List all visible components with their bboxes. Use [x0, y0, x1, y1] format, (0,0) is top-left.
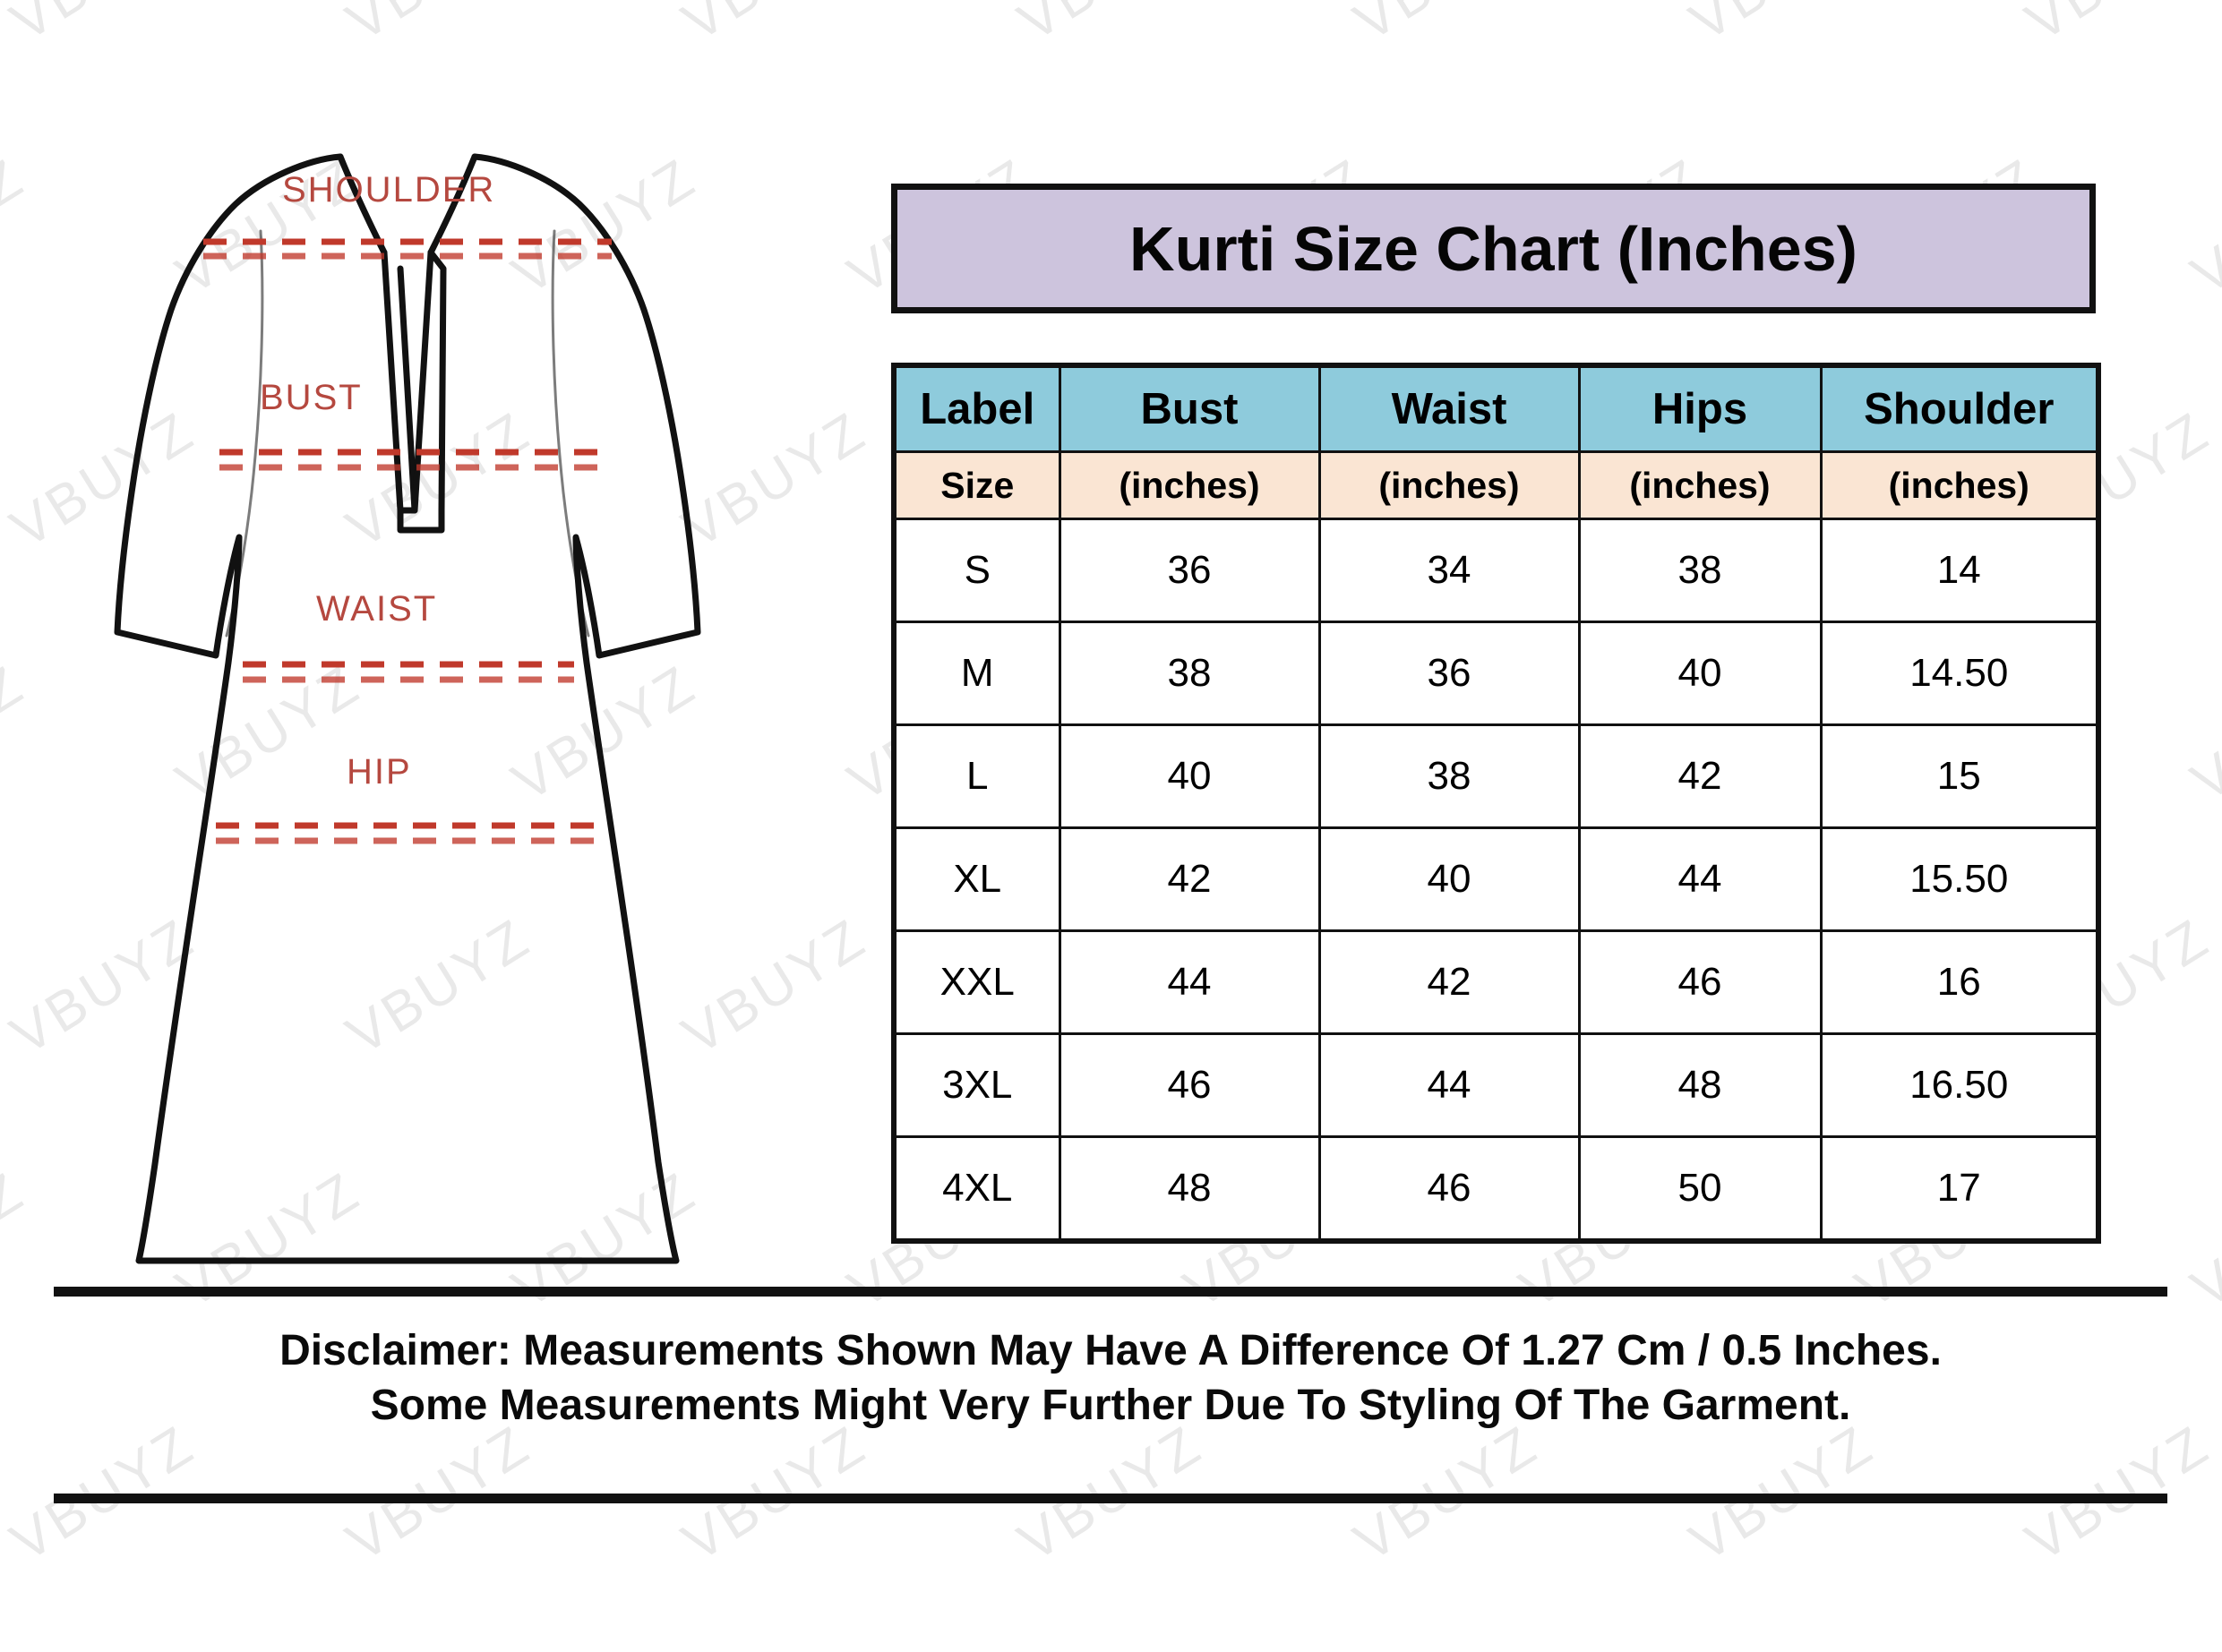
size-chart-table: Label Bust Waist Hips Shoulder Size (inc… [891, 363, 2101, 1244]
cell-label: M [892, 621, 1061, 726]
cell-shoulder: 16 [1819, 929, 2100, 1035]
column-header-waist: Waist [1317, 364, 1581, 453]
cell-hips: 50 [1577, 1135, 1823, 1243]
cell-waist: 46 [1317, 1135, 1581, 1243]
disclaimer-block: Disclaimer: Measurements Shown May Have … [54, 1323, 2167, 1434]
disclaimer-line-1: Disclaimer: Measurements Shown May Have … [279, 1327, 1942, 1374]
cell-shoulder: 16.50 [1819, 1032, 2100, 1138]
chart-title-box: Kurti Size Chart (Inches) [891, 184, 2096, 313]
cell-bust: 48 [1058, 1135, 1321, 1243]
kurti-illustration: SHOULDER BUST WAIST HIP [85, 134, 730, 1289]
cell-hips: 48 [1577, 1032, 1823, 1138]
cell-shoulder: 17 [1819, 1135, 2100, 1243]
cell-bust: 42 [1058, 826, 1321, 932]
cell-label: XL [892, 826, 1061, 932]
table-body: S 36 34 38 14 M 38 36 40 14.50 L 40 38 42 15 XL 42 40 44 15… [892, 518, 2100, 1243]
chart-title-text: Kurti Size Chart (Inches) [1129, 213, 1857, 284]
subheader-bust-units: (inches) [1058, 450, 1321, 520]
cell-waist: 40 [1317, 826, 1581, 932]
cell-waist: 38 [1317, 723, 1581, 829]
table-row: L 40 38 42 15 [892, 723, 2100, 829]
cell-waist: 34 [1317, 518, 1581, 623]
measurement-dashed-lines [203, 238, 612, 844]
subheader-shoulder-units: (inches) [1819, 450, 2100, 520]
subheader-waist-units: (inches) [1317, 450, 1581, 520]
cell-label: L [892, 723, 1061, 829]
hip-measurement-label: HIP [347, 752, 412, 792]
table-row: M 38 36 40 14.50 [892, 621, 2100, 726]
cell-label: XXL [892, 929, 1061, 1035]
divider-rule-top [54, 1287, 2167, 1297]
cell-bust: 46 [1058, 1032, 1321, 1138]
bust-measurement-label: BUST [260, 378, 363, 417]
column-header-hips: Hips [1577, 364, 1823, 453]
table-row: XXL 44 42 46 16 [892, 929, 2100, 1035]
cell-bust: 36 [1058, 518, 1321, 623]
table-row: 3XL 46 44 48 16.50 [892, 1032, 2100, 1138]
cell-bust: 40 [1058, 723, 1321, 829]
cell-shoulder: 14.50 [1819, 621, 2100, 726]
table-row: XL 42 40 44 15.50 [892, 826, 2100, 932]
divider-rule-bottom [54, 1494, 2167, 1503]
column-header-label: Label [892, 364, 1061, 453]
cell-label: S [892, 518, 1061, 623]
cell-waist: 36 [1317, 621, 1581, 726]
cell-shoulder: 15.50 [1819, 826, 2100, 932]
kurti-outline-svg [114, 153, 701, 1264]
shoulder-measurement-label: SHOULDER [282, 170, 496, 210]
disclaimer-line-2: Some Measurements Might Very Further Due… [370, 1382, 1851, 1430]
cell-waist: 42 [1317, 929, 1581, 1035]
cell-label: 4XL [892, 1135, 1061, 1243]
cell-bust: 38 [1058, 621, 1321, 726]
cell-label: 3XL [892, 1032, 1061, 1138]
subheader-size: Size [892, 450, 1061, 520]
cell-hips: 38 [1577, 518, 1823, 623]
waist-measurement-label: WAIST [316, 589, 438, 629]
cell-hips: 42 [1577, 723, 1823, 829]
table-row: 4XL 48 46 50 17 [892, 1135, 2100, 1243]
cell-waist: 44 [1317, 1032, 1581, 1138]
cell-bust: 44 [1058, 929, 1321, 1035]
table-row: S 36 34 38 14 [892, 518, 2100, 623]
cell-shoulder: 15 [1819, 723, 2100, 829]
cell-shoulder: 14 [1819, 518, 2100, 623]
column-header-bust: Bust [1058, 364, 1321, 453]
cell-hips: 46 [1577, 929, 1823, 1035]
table-header-row: Label Bust Waist Hips Shoulder [892, 364, 2100, 453]
cell-hips: 44 [1577, 826, 1823, 932]
subheader-hips-units: (inches) [1577, 450, 1823, 520]
cell-hips: 40 [1577, 621, 1823, 726]
table-subheader-row: Size (inches) (inches) (inches) (inches) [892, 450, 2100, 520]
column-header-shoulder: Shoulder [1819, 364, 2100, 453]
